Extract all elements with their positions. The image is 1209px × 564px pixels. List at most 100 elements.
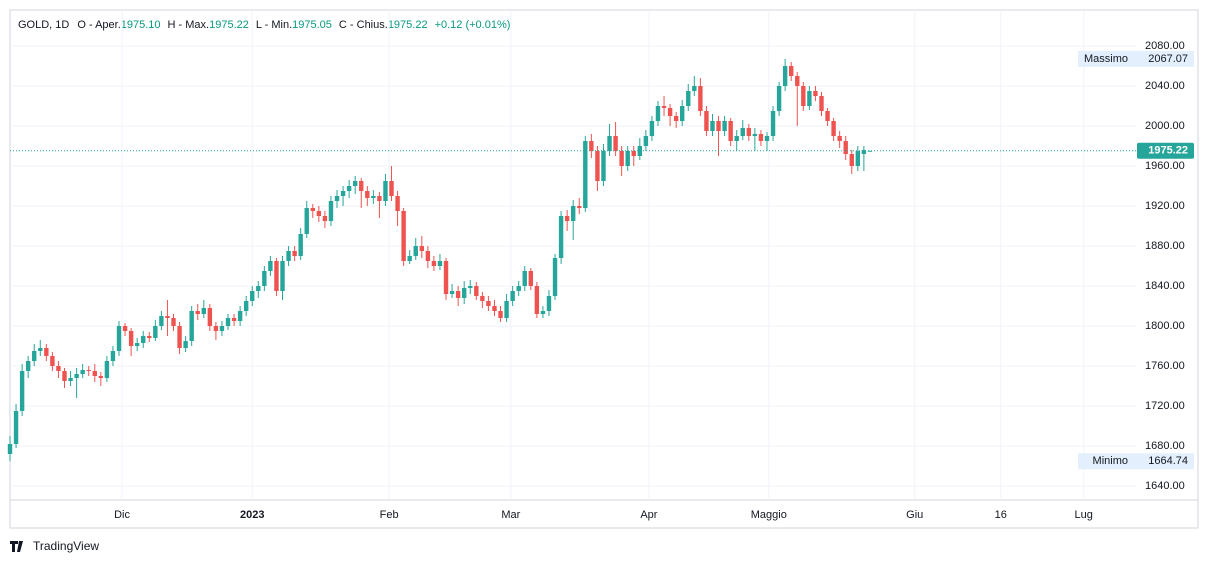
candle-body — [728, 121, 733, 141]
candle-body — [183, 341, 188, 348]
high-marker-value: 2067.07 — [1148, 53, 1188, 65]
candle-body — [601, 151, 606, 181]
candle-body — [595, 151, 600, 181]
candle-body — [213, 326, 219, 331]
candle-body — [122, 326, 128, 331]
candle-body — [558, 216, 564, 258]
candle-body — [68, 378, 73, 381]
candle-body — [813, 91, 818, 96]
candle-body — [819, 96, 824, 111]
candle-body — [710, 121, 715, 131]
candle-body — [340, 191, 346, 196]
candle-body — [758, 134, 764, 141]
candle-body — [752, 134, 758, 136]
candle-body — [698, 86, 703, 111]
low-marker-label: Minimo — [1093, 455, 1128, 467]
low-marker-box — [1078, 453, 1194, 470]
candle-body — [468, 286, 473, 288]
candle-body — [401, 211, 406, 261]
candle-body — [86, 370, 91, 371]
candle-body — [461, 288, 467, 298]
candle-body — [837, 136, 842, 141]
candle-body — [128, 331, 134, 346]
candle-body — [843, 141, 848, 154]
candle-body — [449, 291, 455, 294]
high-marker-label: Massimo — [1084, 53, 1128, 65]
candle-body — [383, 181, 388, 201]
y-tick-label: 1680.00 — [1145, 440, 1185, 452]
x-tick-label: 16 — [995, 509, 1007, 521]
candle-body — [195, 311, 200, 314]
y-tick-label: 1880.00 — [1145, 240, 1185, 252]
candle-body — [692, 86, 697, 91]
candle-body — [637, 146, 643, 156]
candle-body — [153, 326, 158, 338]
candle-body — [795, 76, 800, 86]
candle-body — [807, 91, 812, 106]
header-high-label: H - Max. — [168, 19, 210, 31]
candle-body — [141, 336, 146, 343]
candle-body — [50, 356, 55, 366]
candle-body — [643, 136, 649, 146]
candle-body — [649, 121, 655, 136]
frame — [9, 9, 1199, 529]
y-tick-label: 1920.00 — [1145, 200, 1185, 212]
y-tick-label: 1800.00 — [1145, 320, 1185, 332]
candle-body — [231, 318, 237, 321]
candle-body — [607, 136, 612, 151]
candle-body — [486, 301, 491, 306]
candle-body — [110, 351, 116, 361]
candle-body — [764, 136, 770, 141]
candle-body — [667, 108, 673, 116]
candle-body — [734, 136, 739, 141]
candle-body — [116, 326, 122, 351]
candle-body — [716, 121, 721, 131]
candle-body — [480, 296, 485, 301]
candle-body — [207, 308, 213, 326]
candle-body — [492, 306, 497, 311]
header-change: +0.12 (+0.01%) — [435, 19, 511, 31]
header-low-label: L - Min. — [256, 19, 292, 31]
candle-body — [310, 208, 315, 211]
candle-body — [782, 66, 788, 86]
candle-body — [32, 351, 37, 361]
candle-body — [516, 286, 521, 291]
candle-body — [262, 271, 267, 286]
candle-body — [62, 371, 67, 381]
candle-body — [855, 151, 861, 166]
y-tick-label: 2000.00 — [1145, 120, 1185, 132]
candle-body — [570, 206, 576, 221]
header-open: 1975.10 — [121, 19, 161, 31]
candle-body — [661, 106, 667, 108]
candle-body — [147, 336, 152, 338]
candle-body — [673, 116, 679, 121]
candle-body — [776, 86, 782, 111]
x-tick-label: Feb — [380, 509, 399, 521]
candle-body — [304, 208, 309, 234]
candle-body — [583, 141, 588, 208]
y-tick-label: 1640.00 — [1145, 480, 1185, 492]
candle-body — [431, 261, 437, 266]
header-open-label: O - Aper. — [77, 19, 120, 31]
candle-body — [789, 66, 794, 76]
candle-body — [655, 106, 661, 121]
candle-body — [292, 251, 297, 256]
candle-body — [474, 286, 479, 296]
candle-body — [274, 261, 279, 291]
candle-body — [680, 106, 685, 121]
candle-body — [25, 361, 31, 371]
symbol: GOLD, 1D — [18, 19, 69, 31]
candle-body — [801, 86, 806, 106]
candle-body — [577, 206, 582, 208]
candle-body — [631, 151, 636, 156]
candle-body — [13, 411, 19, 444]
candle-body — [134, 343, 140, 346]
candle-body — [522, 271, 527, 286]
candle-body — [98, 376, 104, 378]
candle-body — [19, 371, 25, 411]
candle-body — [365, 191, 370, 198]
ohlc-header: O - Aper. 1975.10 H - Max. 1975.22 L - Min. 1… — [77, 19, 510, 31]
candle-body — [861, 150, 867, 154]
candle-body — [250, 291, 255, 301]
